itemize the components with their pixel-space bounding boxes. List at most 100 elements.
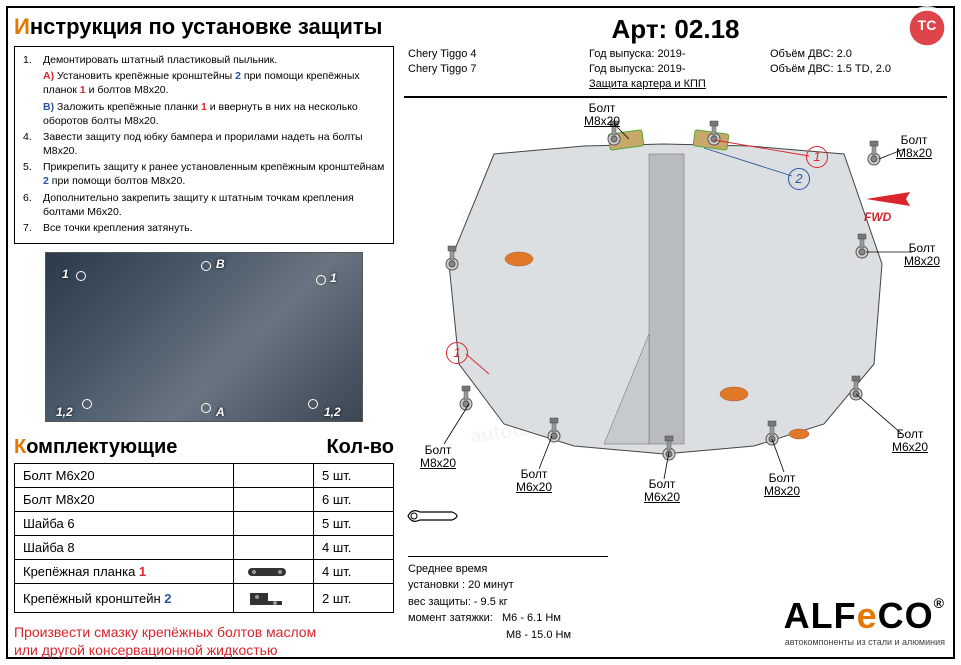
logo-co: CO xyxy=(878,595,934,636)
part-qty: 5 шт. xyxy=(314,464,394,488)
part-icon xyxy=(234,560,314,584)
lbl-bolt: Болт xyxy=(769,471,796,485)
parts-row: Крепёжный кронштейн 2 2 шт. xyxy=(15,584,394,613)
dg-label-bolt-b3: Болт М6x20 xyxy=(644,478,680,504)
lbl-m6: М6x20 xyxy=(892,440,928,454)
parts-heading: Комплектующие Кол-во xyxy=(14,436,394,459)
parts-row: Болт М8x206 шт. xyxy=(15,488,394,512)
inst-text: Дополнительно закрепить защиту к штатным… xyxy=(43,191,385,219)
fwd-arrow: FWD xyxy=(864,188,947,224)
art-line: Объём ДВС: 2.0 xyxy=(770,47,943,62)
inst-num: 6. xyxy=(23,191,43,219)
part-name: Болт М6x20 xyxy=(15,464,234,488)
instruction-row: 4.Завести защиту под юбку бампера и прор… xyxy=(23,130,385,158)
lbl-m6: М6x20 xyxy=(644,490,680,504)
lbl-m8: М8x20 xyxy=(764,484,800,498)
art-line: Объём ДВС: 1.5 TD, 2.0 xyxy=(770,62,943,77)
part-icon xyxy=(234,464,314,488)
bottom-note: Произвести смазку крепёжных болтов масло… xyxy=(14,623,394,659)
part-name: Болт М8x20 xyxy=(15,488,234,512)
dg-label-bolt-top: Болт М8x20 xyxy=(584,102,620,128)
parts-row: Шайба 84 шт. xyxy=(15,536,394,560)
fwd-text: FWD xyxy=(864,210,891,224)
photo-label-br: 1,2 xyxy=(324,405,341,419)
inst-num xyxy=(23,69,43,97)
part-qty: 5 шт. xyxy=(314,512,394,536)
info-box: Среднее время установки : 20 минут вес з… xyxy=(408,556,608,644)
parts-row: Болт М6x20 5 шт. xyxy=(15,464,394,488)
sub-right: Кол-во xyxy=(326,436,394,459)
photo-label-1: 1 xyxy=(62,267,69,281)
dg-label-bolt-b2: Болт М6x20 xyxy=(516,468,552,494)
art-col2: Год выпуска: 2019-Год выпуска: 2019-Защи… xyxy=(585,47,766,92)
part-name: Крепёжная планка 1 xyxy=(15,560,234,584)
lbl-bolt: Болт xyxy=(425,443,452,457)
parts-row: Шайба 6 5 шт. xyxy=(15,512,394,536)
note-line2: или другой консервационной жидкостью xyxy=(14,641,394,659)
instruction-box: 1.Демонтировать штатный пластиковый пыль… xyxy=(14,46,394,244)
art-col3: Объём ДВС: 2.0Объём ДВС: 1.5 TD, 2.0 xyxy=(766,47,947,92)
parts-table: Болт М6x20 5 шт.Болт М8x206 шт.Шайба 6 5 ш… xyxy=(14,463,394,613)
note-line1: Произвести смазку крепёжных болтов масло… xyxy=(14,623,394,641)
alfeco-logo: ALFeCO® автокомпоненты из стали и алюмин… xyxy=(784,595,945,647)
inst-num: 5. xyxy=(23,160,43,188)
callout-1-top: 1 xyxy=(806,146,828,168)
part-icon xyxy=(234,512,314,536)
title-hl: И xyxy=(14,14,30,39)
instruction-row: 5.Прикрепить защиту к ранее установленны… xyxy=(23,160,385,188)
instruction-row: А) Установить крепёжные кронштейны 2 при… xyxy=(23,69,385,97)
art-line: Год выпуска: 2019- xyxy=(589,62,762,77)
photo-marker xyxy=(201,403,211,413)
photo-marker xyxy=(308,399,318,409)
wrench-icon xyxy=(404,506,464,531)
instruction-row: 6.Дополнительно закрепить защиту к штатн… xyxy=(23,191,385,219)
dg-label-bolt-r2: Болт М8x20 xyxy=(904,242,940,268)
title-rest: нструкция по установке защиты xyxy=(30,14,383,39)
part-icon xyxy=(234,536,314,560)
lbl-m6: М6x20 xyxy=(516,480,552,494)
photo-marker xyxy=(76,271,86,281)
callout-1-left: 1 xyxy=(446,342,468,364)
lbl-bolt: Болт xyxy=(897,427,924,441)
info-torque-h: момент затяжки: xyxy=(408,612,493,624)
dg-label-bolt-bl: Болт М8x20 xyxy=(420,444,456,470)
parts-row: Крепёжная планка 14 шт. xyxy=(15,560,394,584)
main-title: Инструкция по установке защиты xyxy=(14,14,394,40)
inst-text: В) Заложить крепёжные планки 1 и ввернут… xyxy=(43,100,385,128)
part-name: Крепёжный кронштейн 2 xyxy=(15,584,234,613)
info-avgtime-v: установки : 20 минут xyxy=(408,577,608,594)
art-line: Chery Tiggo 7 xyxy=(408,62,581,77)
logo-text: ALFeCO® xyxy=(784,595,945,637)
sub-hl: К xyxy=(14,436,26,458)
lbl-bolt: Болт xyxy=(649,477,676,491)
inst-num: 7. xyxy=(23,221,43,235)
lbl-m8: М8x20 xyxy=(896,146,932,160)
photo-marker xyxy=(201,261,211,271)
inst-num: 4. xyxy=(23,130,43,158)
lbl-bolt: Болт xyxy=(589,101,616,115)
part-qty: 2 шт. xyxy=(314,584,394,613)
info-torque2: М8 - 15.0 Нм xyxy=(408,627,608,644)
shield-svg xyxy=(404,104,934,484)
inst-text: А) Установить крепёжные кронштейны 2 при… xyxy=(43,69,385,97)
art-title: Арт: 02.18 xyxy=(404,14,947,45)
photo-marker xyxy=(316,275,326,285)
lbl-m8: М8x20 xyxy=(584,114,620,128)
lbl-m8: М8x20 xyxy=(904,254,940,268)
right-column: TC Арт: 02.18 Chery Tiggo 4Chery Tiggo 7… xyxy=(404,14,947,651)
tc-badge: TC xyxy=(905,6,949,50)
info-avgtime-l: Среднее время xyxy=(408,561,608,578)
photo-marker xyxy=(82,399,92,409)
lbl-bolt: Болт xyxy=(521,467,548,481)
part-name: Шайба 6 xyxy=(15,512,234,536)
instruction-row: 7.Все точки крепления затянуть. xyxy=(23,221,385,235)
part-name: Шайба 8 xyxy=(15,536,234,560)
sub-rest: омплектующие xyxy=(26,436,177,458)
lbl-m8: М8x20 xyxy=(420,456,456,470)
part-icon xyxy=(234,584,314,613)
tc-badge-text: TC xyxy=(918,17,937,33)
art-col1: Chery Tiggo 4Chery Tiggo 7 xyxy=(404,47,585,92)
part-icon xyxy=(234,488,314,512)
photo-label-a: A xyxy=(216,405,225,419)
logo-e: e xyxy=(857,595,878,636)
